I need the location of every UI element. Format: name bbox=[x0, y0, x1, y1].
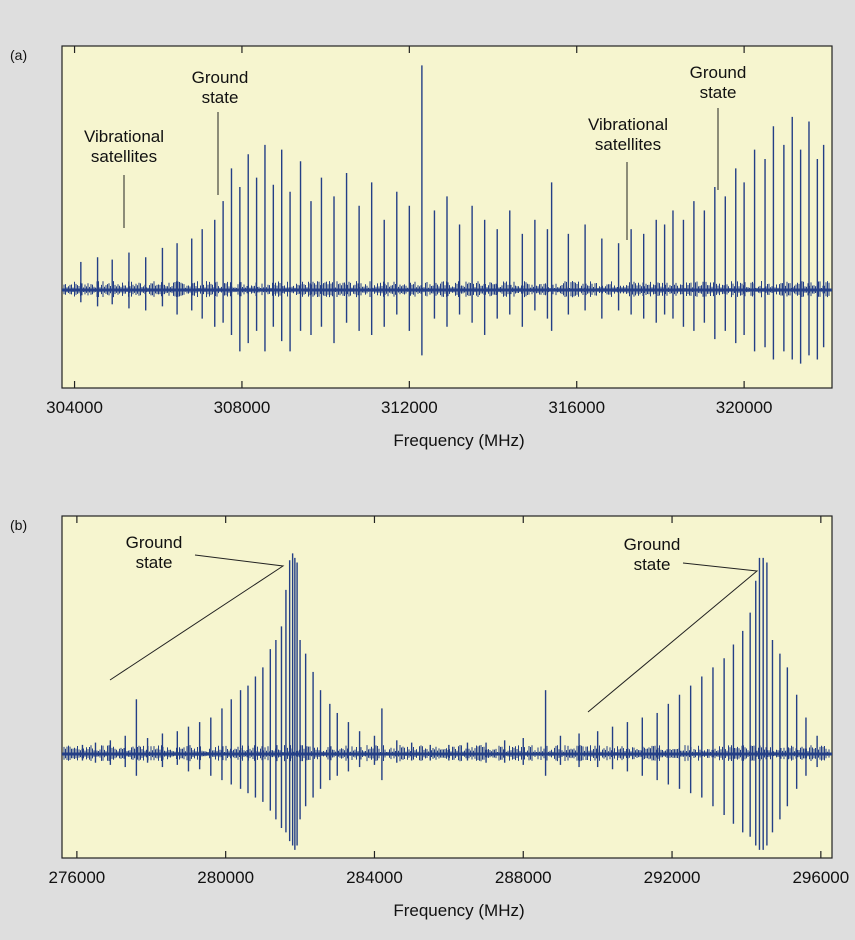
x-tick-label: 280000 bbox=[197, 868, 254, 887]
x-tick-label: 320000 bbox=[716, 398, 773, 417]
annotation-label-line: Vibrational bbox=[84, 127, 164, 146]
chart-panel-a: (a) 304000 308000 312000 316000 320000 Frequen… bbox=[10, 45, 833, 450]
annotation-label-line: Ground bbox=[690, 63, 747, 82]
x-tick-label: 288000 bbox=[495, 868, 552, 887]
x-tick-label: 308000 bbox=[214, 398, 271, 417]
annotation-label-line: satellites bbox=[91, 147, 157, 166]
annotation-label-line: Ground bbox=[624, 535, 681, 554]
annotation-label: Vibrational satellites bbox=[84, 127, 164, 166]
x-tick-label: 304000 bbox=[46, 398, 103, 417]
annotation-label-line: state bbox=[634, 555, 671, 574]
x-tick-label: 284000 bbox=[346, 868, 403, 887]
x-tick-label: 292000 bbox=[644, 868, 701, 887]
chart-panel-b: (b) 276000 280000 284000 288000 292000 296000 F… bbox=[10, 515, 849, 920]
annotation-label-line: Ground bbox=[192, 68, 249, 87]
x-axis-label: Frequency (MHz) bbox=[393, 901, 524, 920]
annotation-label: Ground state bbox=[126, 533, 183, 572]
annotation-label-line: Vibrational bbox=[588, 115, 668, 134]
annotation-label: Ground state bbox=[624, 535, 681, 574]
x-tick-label: 296000 bbox=[792, 868, 849, 887]
panel-label: (b) bbox=[10, 517, 27, 533]
annotation-label-line: Ground bbox=[126, 533, 183, 552]
annotation-label: Vibrational satellites bbox=[588, 115, 668, 154]
annotation-label: Ground state bbox=[690, 63, 747, 102]
x-axis-label: Frequency (MHz) bbox=[393, 431, 524, 450]
annotation-label-line: state bbox=[202, 88, 239, 107]
x-tick-label: 312000 bbox=[381, 398, 438, 417]
plot-area bbox=[61, 515, 833, 859]
annotation-leader bbox=[587, 562, 759, 713]
annotation-label-line: satellites bbox=[595, 135, 661, 154]
annotation-leader bbox=[109, 554, 285, 681]
x-tick-label: 316000 bbox=[548, 398, 605, 417]
annotation-label-line: state bbox=[700, 83, 737, 102]
annotation-label: Ground state bbox=[192, 68, 249, 107]
annotation-label-line: state bbox=[136, 553, 173, 572]
panel-label: (a) bbox=[10, 47, 27, 63]
x-tick-label: 276000 bbox=[49, 868, 106, 887]
